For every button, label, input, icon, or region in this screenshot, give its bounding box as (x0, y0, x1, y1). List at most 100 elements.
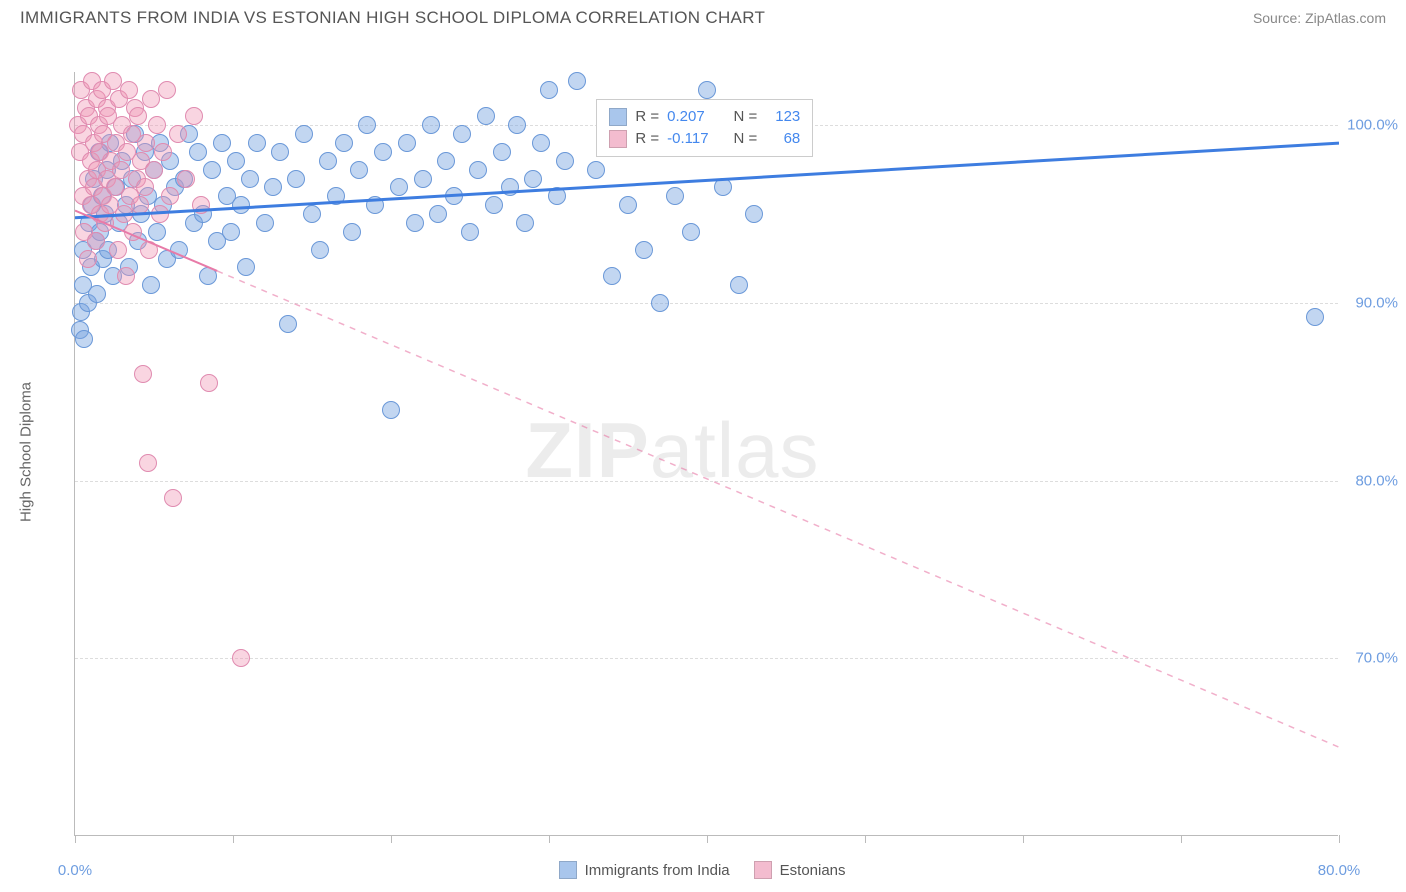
legend-row-estonia: R = -0.117 N = 68 (609, 128, 800, 150)
data-point-india (414, 170, 432, 188)
data-point-india (199, 267, 217, 285)
data-point-india (358, 116, 376, 134)
data-point-india (635, 241, 653, 259)
data-point-estonia (109, 241, 127, 259)
data-point-estonia (120, 81, 138, 99)
data-point-india (382, 401, 400, 419)
data-point-india (556, 152, 574, 170)
source-prefix: Source: (1253, 10, 1305, 26)
data-point-india (469, 161, 487, 179)
data-point-india (271, 143, 289, 161)
data-point-estonia (161, 187, 179, 205)
data-point-estonia (185, 107, 203, 125)
data-point-india (170, 241, 188, 259)
series-legend: Immigrants from India Estonians (559, 861, 846, 879)
data-point-india (485, 196, 503, 214)
source-link[interactable]: ZipAtlas.com (1305, 10, 1386, 26)
legend-r-value-estonia: -0.117 (667, 130, 717, 147)
data-point-india (603, 267, 621, 285)
source-attribution: Source: ZipAtlas.com (1253, 10, 1386, 26)
legend-swatch-estonia (609, 130, 627, 148)
data-point-india (241, 170, 259, 188)
x-tick (1023, 835, 1024, 843)
data-point-india (248, 134, 266, 152)
data-point-india (279, 315, 297, 333)
data-point-india (501, 178, 519, 196)
x-tick (1181, 835, 1182, 843)
data-point-india (429, 205, 447, 223)
data-point-india (524, 170, 542, 188)
data-point-estonia (136, 178, 154, 196)
data-point-india (745, 205, 763, 223)
data-point-india (437, 152, 455, 170)
data-point-estonia (79, 250, 97, 268)
data-point-india (374, 143, 392, 161)
data-point-india (508, 116, 526, 134)
data-point-estonia (129, 107, 147, 125)
data-point-india (256, 214, 274, 232)
data-point-estonia (137, 134, 155, 152)
data-point-india (493, 143, 511, 161)
y-axis-label: High School Diploma (18, 382, 35, 522)
data-point-india (548, 187, 566, 205)
legend-item-estonia: Estonians (754, 861, 846, 879)
y-tick-label: 80.0% (1343, 472, 1398, 489)
data-point-india (287, 170, 305, 188)
legend-swatch-india (559, 861, 577, 879)
data-point-india (532, 134, 550, 152)
data-point-india (350, 161, 368, 179)
legend-n-label: N = (725, 108, 757, 125)
data-point-india (232, 196, 250, 214)
chart-title: IMMIGRANTS FROM INDIA VS ESTONIAN HIGH S… (20, 8, 765, 28)
data-point-estonia (164, 489, 182, 507)
data-point-india (390, 178, 408, 196)
data-point-india (698, 81, 716, 99)
data-point-india (587, 161, 605, 179)
legend-swatch-india (609, 108, 627, 126)
data-point-india (222, 223, 240, 241)
data-point-india (619, 196, 637, 214)
data-point-estonia (232, 649, 250, 667)
x-tick (865, 835, 866, 843)
data-point-india (730, 276, 748, 294)
x-tick-label: 0.0% (58, 862, 92, 879)
data-point-india (651, 294, 669, 312)
data-point-india (445, 187, 463, 205)
correlation-legend: R = 0.207 N = 123R = -0.117 N = 68 (596, 99, 813, 157)
legend-label-india: Immigrants from India (585, 862, 730, 879)
data-point-india (75, 330, 93, 348)
data-point-estonia (158, 81, 176, 99)
data-point-india (142, 276, 160, 294)
data-point-india (366, 196, 384, 214)
data-point-india (335, 134, 353, 152)
scatter-plot: 70.0%80.0%90.0%100.0%0.0%80.0%ZIPatlasR … (74, 72, 1338, 836)
data-point-india (327, 187, 345, 205)
x-tick-label: 80.0% (1318, 862, 1361, 879)
x-tick (549, 835, 550, 843)
data-point-india (666, 187, 684, 205)
legend-item-india: Immigrants from India (559, 861, 730, 879)
data-point-estonia (139, 454, 157, 472)
trend-line-estonia-extrapolated (217, 271, 1339, 747)
data-point-india (540, 81, 558, 99)
data-point-india (148, 223, 166, 241)
gridline (75, 658, 1338, 659)
legend-r-value-india: 0.207 (667, 108, 717, 125)
data-point-estonia (134, 365, 152, 383)
data-point-india (311, 241, 329, 259)
data-point-estonia (140, 241, 158, 259)
y-tick-label: 90.0% (1343, 294, 1398, 311)
data-point-india (714, 178, 732, 196)
data-point-india (461, 223, 479, 241)
data-point-estonia (96, 214, 114, 232)
data-point-estonia (192, 196, 210, 214)
data-point-estonia (151, 205, 169, 223)
data-point-india (203, 161, 221, 179)
data-point-estonia (117, 267, 135, 285)
gridline (75, 303, 1338, 304)
data-point-estonia (145, 161, 163, 179)
data-point-estonia (200, 374, 218, 392)
gridline (75, 481, 1338, 482)
data-point-india (303, 205, 321, 223)
watermark: ZIPatlas (525, 405, 819, 496)
